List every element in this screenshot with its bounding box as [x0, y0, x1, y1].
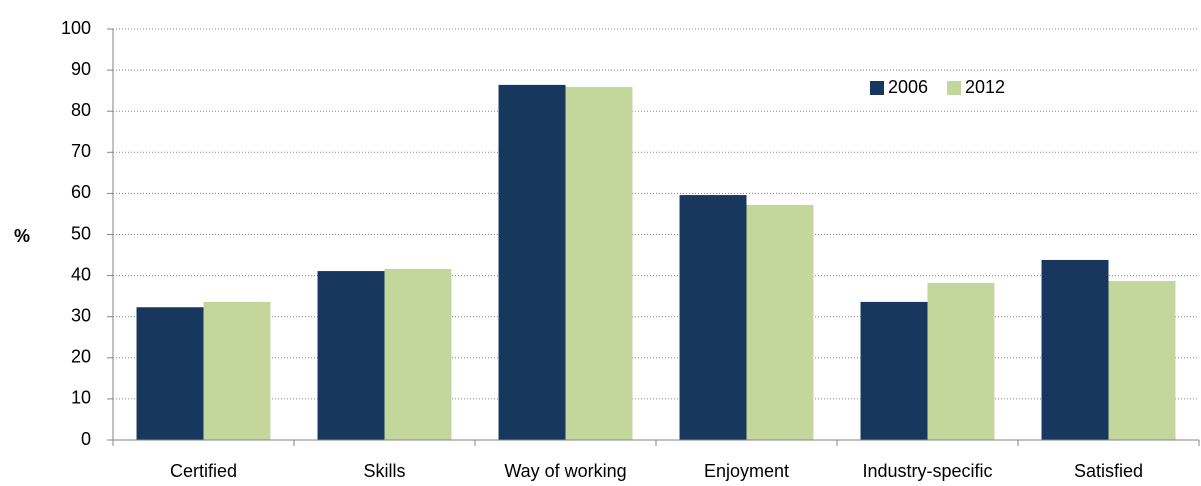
y-axis-label: %: [14, 226, 30, 246]
y-tick-label: 80: [71, 100, 91, 120]
x-tick-label: Satisfied: [1074, 461, 1143, 481]
x-tick-label: Certified: [170, 461, 237, 481]
x-tick-label: Industry-specific: [862, 461, 992, 481]
bar: [679, 195, 747, 440]
legend-swatch: [947, 81, 961, 95]
bar: [565, 86, 633, 441]
y-tick-label: 10: [71, 388, 91, 408]
x-tick-label: Skills: [363, 461, 405, 481]
bar: [498, 84, 566, 440]
bar: [384, 269, 452, 440]
bar: [317, 271, 385, 440]
y-tick-label: 30: [71, 305, 91, 325]
legend-label: 2012: [965, 77, 1005, 97]
bar: [746, 204, 814, 440]
bar: [1108, 280, 1176, 440]
legend-swatch: [870, 81, 884, 95]
bar: [927, 282, 995, 440]
bar: [203, 301, 271, 440]
y-tick-label: 0: [81, 429, 91, 449]
y-tick-label: 60: [71, 182, 91, 202]
y-tick-label: 20: [71, 347, 91, 367]
y-tick-label: 70: [71, 141, 91, 161]
x-tick-label: Enjoyment: [704, 461, 789, 481]
x-tick-label: Way of working: [504, 461, 626, 481]
legend-label: 2006: [888, 77, 928, 97]
y-tick-label: 50: [71, 223, 91, 243]
bar: [1041, 259, 1109, 440]
y-tick-label: 90: [71, 59, 91, 79]
bar: [860, 301, 928, 440]
y-tick-label: 40: [71, 264, 91, 284]
y-tick-label: 100: [61, 18, 91, 38]
bar: [136, 307, 204, 440]
